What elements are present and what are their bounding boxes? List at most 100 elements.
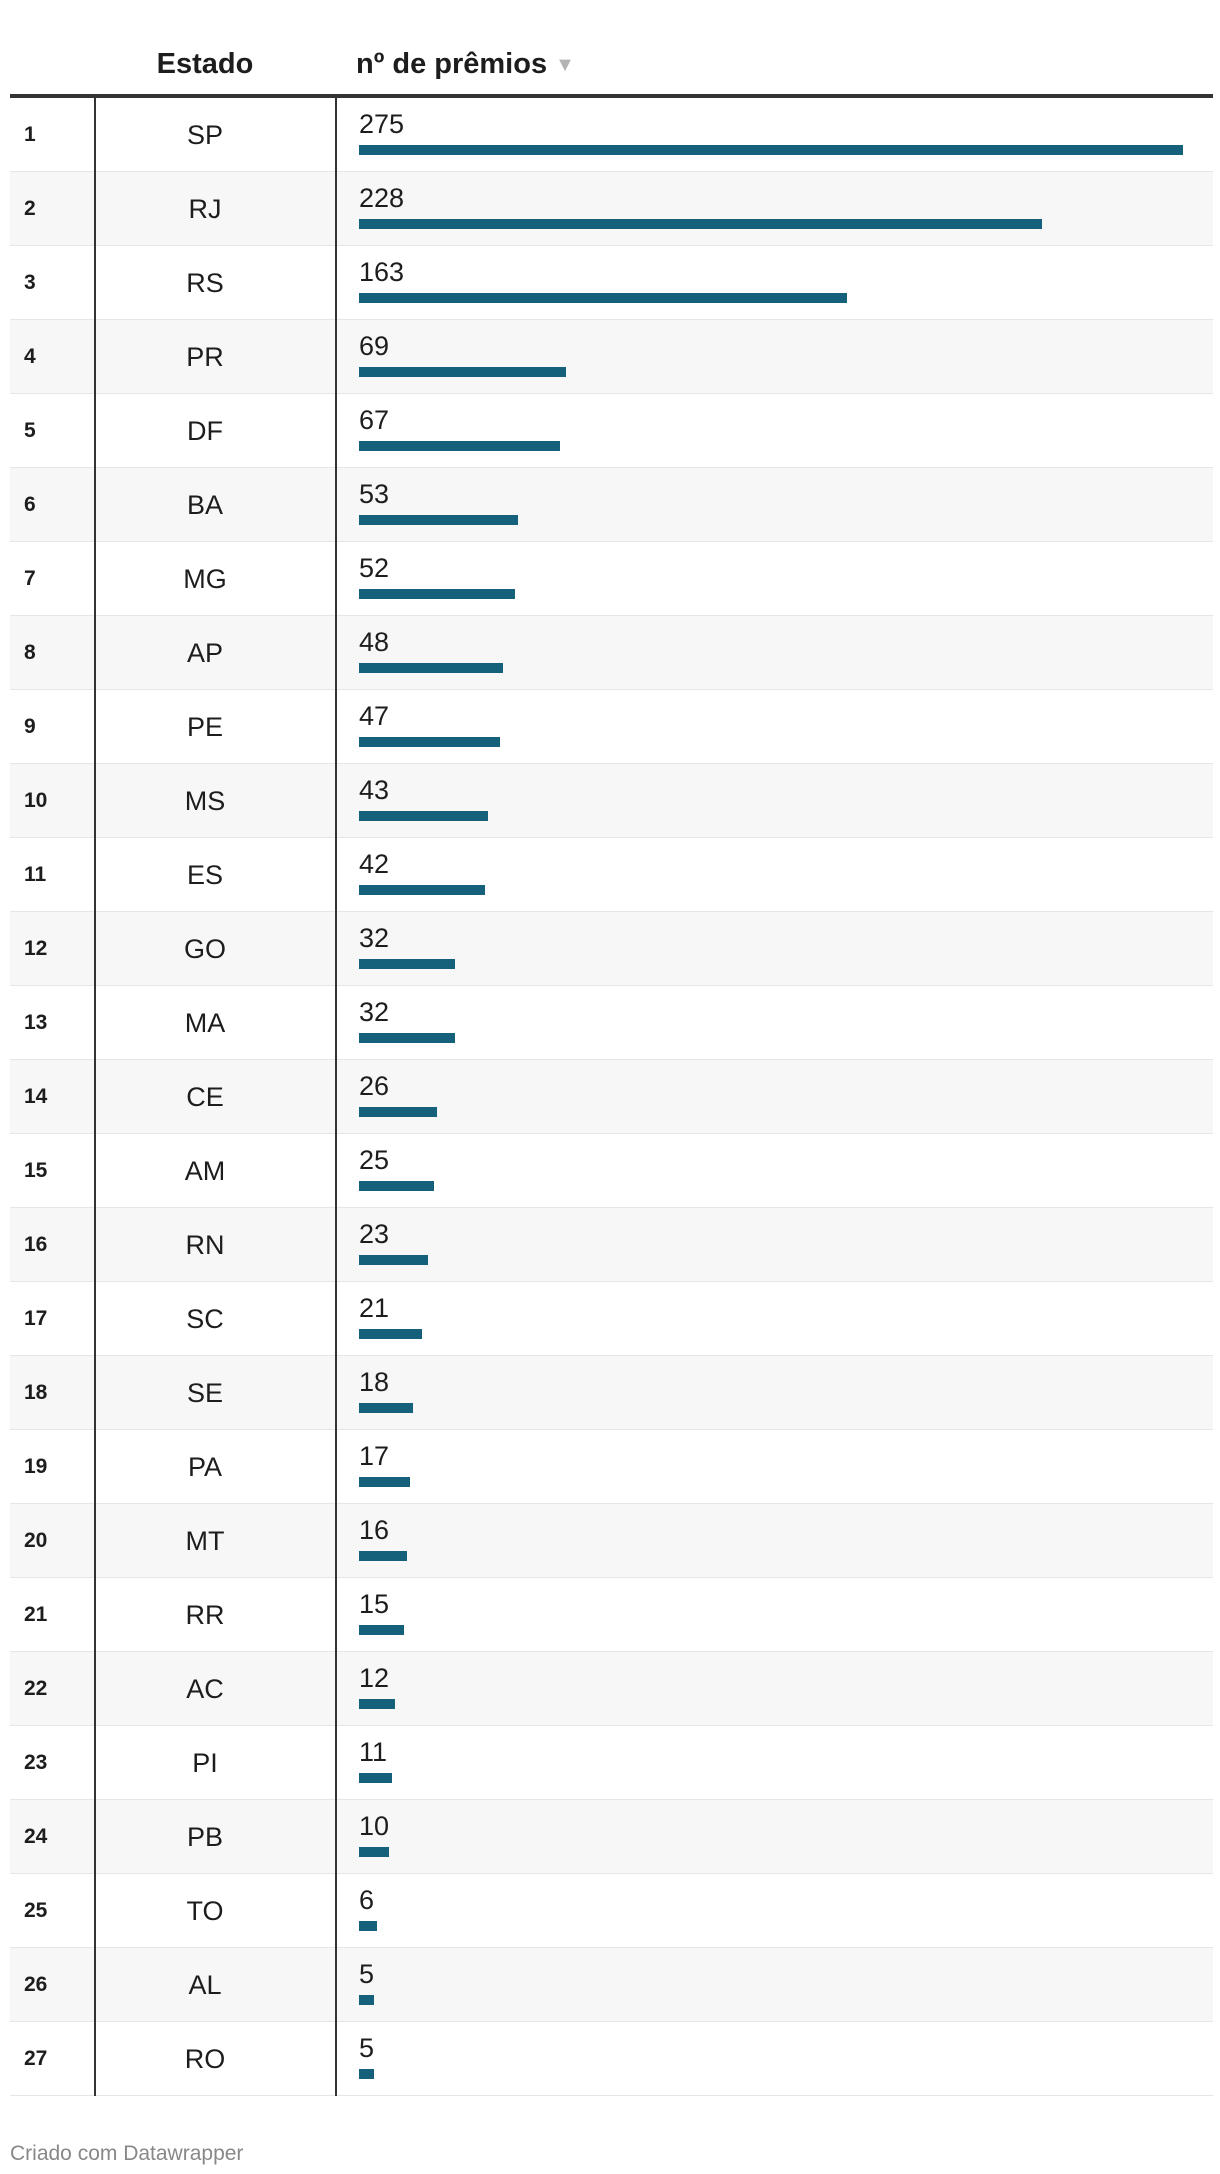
state-cell: RJ xyxy=(188,194,222,224)
bar-track xyxy=(359,293,1183,303)
value-label: 52 xyxy=(359,553,390,583)
table-row: 10 MS 43 xyxy=(10,764,1213,838)
rank-cell: 6 xyxy=(24,493,36,516)
table-row: 27 RO 5 xyxy=(10,2022,1213,2096)
rank-cell: 8 xyxy=(24,641,36,664)
rank-cell: 9 xyxy=(24,715,36,738)
value-bar xyxy=(359,1329,422,1339)
bar-track xyxy=(359,589,1183,599)
value-cell: 67 xyxy=(359,394,1213,467)
value-bar xyxy=(359,959,455,969)
rank-cell: 15 xyxy=(24,1159,48,1182)
value-label: 15 xyxy=(359,1589,390,1619)
value-cell: 5 xyxy=(359,2022,1213,2095)
value-label: 18 xyxy=(359,1367,390,1397)
table-row: 4 PR 69 xyxy=(10,320,1213,394)
value-cell: 6 xyxy=(359,1874,1213,1947)
rank-cell: 22 xyxy=(24,1677,48,1700)
state-cell: SC xyxy=(186,1304,224,1334)
state-cell: AC xyxy=(186,1674,224,1704)
rank-cell: 20 xyxy=(24,1529,48,1552)
value-bar xyxy=(359,515,518,525)
value-label: 228 xyxy=(359,183,405,213)
bar-track xyxy=(359,885,1183,895)
rank-cell: 24 xyxy=(24,1825,48,1848)
state-cell: RR xyxy=(185,1600,225,1630)
value-cell: 53 xyxy=(359,468,1213,541)
rank-cell: 26 xyxy=(24,1973,48,1996)
rank-cell: 17 xyxy=(24,1307,48,1330)
rank-cell: 1 xyxy=(24,123,36,146)
table-body: 1 SP 275 2 RJ 228 3 RS 163 4 PR 69 5 DF 67 6 BA 53 7 MG 52 8 A… xyxy=(10,98,1213,2096)
table-row: 14 CE 26 xyxy=(10,1060,1213,1134)
table-header: Estado nº de prêmios ▼ xyxy=(10,0,1213,98)
bar-track xyxy=(359,367,1183,377)
bar-track xyxy=(359,959,1183,969)
value-bar xyxy=(359,811,488,821)
sort-descending-icon[interactable]: ▼ xyxy=(555,54,575,76)
state-cell: MS xyxy=(184,786,226,816)
table-row: 5 DF 67 xyxy=(10,394,1213,468)
value-label: 69 xyxy=(359,331,390,361)
column-header-premios-label: nº de prêmios xyxy=(356,48,548,80)
value-label: 32 xyxy=(359,923,390,953)
rank-cell: 4 xyxy=(24,345,36,368)
value-bar xyxy=(359,1255,428,1265)
table-row: 3 RS 163 xyxy=(10,246,1213,320)
state-cell: BA xyxy=(186,490,224,520)
bar-track xyxy=(359,1847,1183,1857)
value-label: 23 xyxy=(359,1219,390,1249)
bar-track xyxy=(359,1699,1183,1709)
value-cell: 26 xyxy=(359,1060,1213,1133)
state-cell: AL xyxy=(188,1970,222,2000)
value-bar xyxy=(359,663,503,673)
state-cell: RN xyxy=(185,1230,225,1260)
value-cell: 32 xyxy=(359,912,1213,985)
state-cell: MT xyxy=(185,1526,225,1556)
value-label: 21 xyxy=(359,1293,390,1323)
value-cell: 47 xyxy=(359,690,1213,763)
table-row: 2 RJ 228 xyxy=(10,172,1213,246)
value-label: 5 xyxy=(359,2033,375,2063)
ranking-table: Estado nº de prêmios ▼ 1 SP 275 2 RJ 228 3 RS 163… xyxy=(10,0,1213,2096)
rank-cell: 10 xyxy=(24,789,48,812)
bar-track xyxy=(359,737,1183,747)
table-row: 11 ES 42 xyxy=(10,838,1213,912)
value-label: 17 xyxy=(359,1441,390,1471)
value-label: 10 xyxy=(359,1811,390,1841)
value-cell: 11 xyxy=(359,1726,1213,1799)
bar-track xyxy=(359,1477,1183,1487)
value-bar xyxy=(359,737,500,747)
value-bar xyxy=(359,1107,437,1117)
bar-track xyxy=(359,1921,1183,1931)
value-bar xyxy=(359,293,848,303)
column-header-estado[interactable]: Estado xyxy=(156,48,254,80)
bar-track xyxy=(359,1107,1183,1117)
rank-cell: 27 xyxy=(24,2047,48,2070)
state-cell: MA xyxy=(184,1008,226,1038)
rank-cell: 5 xyxy=(24,419,36,442)
rank-cell: 2 xyxy=(24,197,36,220)
value-bar xyxy=(359,1033,455,1043)
value-cell: 52 xyxy=(359,542,1213,615)
table-row: 18 SE 18 xyxy=(10,1356,1213,1430)
value-cell: 42 xyxy=(359,838,1213,911)
bar-track xyxy=(359,1033,1183,1043)
value-bar xyxy=(359,1551,407,1561)
footer-credit: Criado com Datawrapper xyxy=(10,2142,244,2165)
value-label: 67 xyxy=(359,405,390,435)
column-divider-rank xyxy=(94,98,96,2096)
value-label: 26 xyxy=(359,1071,390,1101)
value-cell: 15 xyxy=(359,1578,1213,1651)
state-cell: PA xyxy=(187,1452,222,1482)
table-row: 12 GO 32 xyxy=(10,912,1213,986)
rank-cell: 18 xyxy=(24,1381,48,1404)
table-row: 26 AL 5 xyxy=(10,1948,1213,2022)
value-cell: 275 xyxy=(359,98,1213,171)
value-cell: 10 xyxy=(359,1800,1213,1873)
value-cell: 25 xyxy=(359,1134,1213,1207)
value-bar xyxy=(359,1995,374,2005)
table-row: 20 MT 16 xyxy=(10,1504,1213,1578)
column-header-premios[interactable]: nº de prêmios ▼ xyxy=(356,44,575,85)
bar-track xyxy=(359,1995,1183,2005)
